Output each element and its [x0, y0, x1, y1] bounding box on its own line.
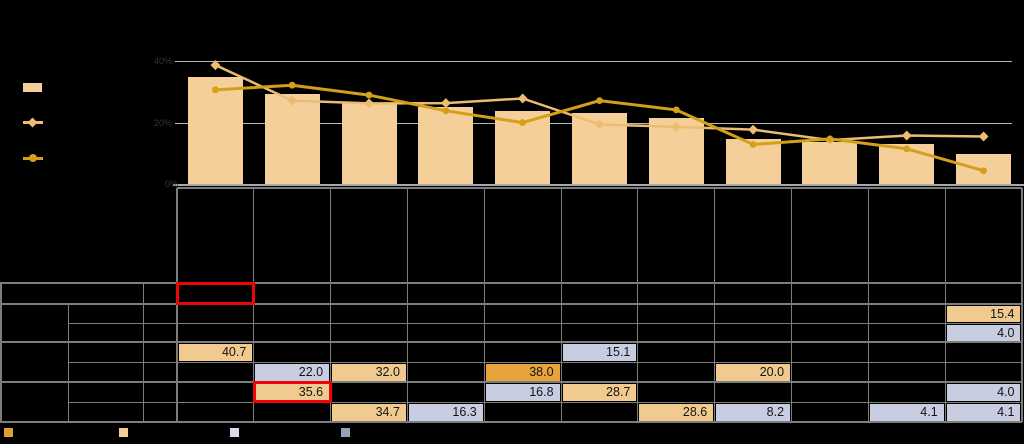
line-dark-marker-icon: [365, 91, 373, 99]
x-axis-line: [173, 184, 1024, 186]
table-gridline: [0, 421, 1022, 423]
table-gridline: [253, 188, 255, 422]
bar: [879, 144, 935, 184]
table-cell-value: 16.3: [408, 403, 483, 421]
table-legend-swatch: [341, 428, 350, 437]
table-cell-value: 34.7: [332, 403, 406, 421]
table-cell-value: 16.8: [485, 383, 560, 401]
table-cell-value: 4.1: [869, 403, 944, 421]
legend-line-light-marker-icon: [27, 117, 38, 128]
legend-line-dark-marker-icon: [29, 154, 37, 162]
table-gridline: [560, 188, 562, 422]
line-dark-marker-icon: [672, 106, 680, 114]
bar: [495, 111, 551, 184]
line-dark-marker-icon: [288, 81, 296, 89]
table-cell-value: 8.2: [716, 403, 791, 421]
line-light-marker-icon: [748, 124, 759, 135]
table-cell-value: 22.0: [255, 364, 330, 381]
table-gridline: [637, 188, 639, 422]
bar: [572, 112, 627, 184]
significance-red-box: [252, 381, 332, 403]
table-legend-swatch: [4, 428, 13, 437]
table-cell-value: 15.4: [946, 305, 1021, 322]
table-gridline: [0, 283, 2, 422]
table-gridline: [67, 304, 69, 422]
table-gridline: [714, 188, 716, 422]
table-gridline: [68, 401, 1022, 403]
table-cell-value: 28.6: [639, 403, 714, 421]
table-gridline: [176, 188, 178, 422]
line-light-marker-icon: [901, 130, 912, 141]
bar: [725, 139, 781, 184]
y-tick-0: 0%: [164, 179, 178, 189]
bar: [264, 94, 320, 184]
table-gridline: [330, 188, 332, 422]
line-light-marker-icon: [978, 131, 989, 142]
bar: [341, 103, 397, 184]
bar: [802, 142, 858, 184]
bar: [956, 154, 1012, 184]
table-gridline: [0, 341, 1022, 343]
table-cell-value: 4.0: [946, 383, 1021, 401]
table-gridline: [0, 381, 1022, 383]
table-gridline: [791, 188, 793, 422]
table-gridline: [177, 187, 1022, 189]
gridline-40pct: [175, 61, 1012, 62]
table-cell-value: 4.0: [946, 324, 1021, 341]
table-gridline: [0, 282, 1022, 284]
line-dark-marker-icon: [596, 97, 603, 105]
line-light-marker-icon: [517, 93, 528, 104]
legend-bar-swatch: [23, 83, 42, 92]
y-tick-20: 20%: [153, 118, 172, 128]
table-gridline: [142, 283, 144, 422]
table-cell-value: 28.7: [562, 383, 637, 401]
table-gridline: [867, 188, 869, 422]
table-cell-value: 40.7: [178, 343, 253, 361]
bar: [648, 118, 704, 184]
bar: [418, 107, 474, 184]
table-legend-swatch: [230, 428, 239, 437]
table-gridline: [1021, 188, 1023, 422]
table-gridline: [483, 188, 485, 422]
table-cell-value: 35.6: [255, 383, 330, 401]
significance-red-box: [176, 282, 255, 305]
table-gridline: [68, 362, 1022, 363]
table-cell-value: 15.1: [562, 343, 637, 361]
table-gridline: [944, 188, 946, 422]
table-cell-value: 4.1: [946, 403, 1021, 421]
bar: [187, 76, 243, 184]
table-gridline: [406, 188, 408, 422]
table-cell-value: 32.0: [332, 364, 406, 381]
table-gridline: [68, 322, 1022, 324]
table-legend-swatch: [119, 428, 128, 437]
table-cell-value: 20.0: [716, 364, 791, 381]
y-tick-40: 40%: [153, 56, 172, 66]
table-cell-value: 38.0: [485, 364, 560, 381]
table-gridline: [0, 303, 1022, 305]
